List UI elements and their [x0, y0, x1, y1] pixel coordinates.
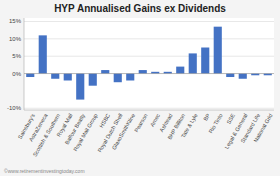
grid-line — [24, 73, 274, 74]
grid-line — [24, 56, 274, 57]
y-axis-line — [24, 18, 25, 110]
x-tick-label: Royal Mail Group — [72, 113, 98, 153]
bar — [89, 74, 97, 86]
x-tick-label: Pearson — [133, 113, 148, 134]
bar — [26, 74, 34, 77]
bar — [214, 27, 222, 74]
zero-line — [24, 73, 274, 74]
grid-line — [24, 108, 274, 109]
x-axis-line — [24, 110, 274, 111]
bar — [39, 35, 47, 73]
bar — [201, 48, 209, 74]
chart: HYP Annualised Gains ex Dividends -10% 0% 5… — [0, 0, 280, 176]
x-tick-label: SSE — [225, 112, 236, 125]
x-tick-label: Tate & Lyle — [180, 113, 199, 139]
bar — [226, 74, 234, 77]
bar — [139, 70, 147, 73]
bar — [189, 53, 197, 73]
y-tick-label: -10% — [7, 105, 22, 111]
x-tick-label: National Grid — [252, 113, 273, 144]
plot-area — [24, 18, 274, 110]
grid-line — [24, 38, 274, 39]
y-tick-label: 0% — [12, 71, 21, 77]
bar — [239, 74, 247, 79]
y-tick-label: 10% — [9, 36, 22, 42]
bar — [51, 74, 59, 79]
background — [0, 0, 280, 176]
grid-line — [24, 21, 274, 22]
bar — [76, 74, 84, 100]
y-tick-label: 5% — [12, 53, 21, 59]
y-tick-label: 15% — [9, 18, 22, 24]
watermark: ©www.retirementinvestingtoday.com — [4, 168, 85, 174]
x-tick-label: Rio Tinto — [208, 113, 224, 135]
bar — [176, 67, 184, 74]
bar — [101, 70, 109, 73]
x-tick-label: GlaxoSmithKline — [111, 113, 137, 151]
x-tick-label: Amec — [149, 112, 161, 127]
title: HYP Annualised Gains ex Dividends — [54, 3, 226, 14]
bar — [114, 74, 122, 83]
bar — [64, 74, 72, 81]
bars — [26, 27, 272, 100]
x-tick-label: BP — [202, 112, 211, 122]
bar — [126, 74, 134, 81]
x-tick-label: HSBC — [98, 112, 111, 128]
